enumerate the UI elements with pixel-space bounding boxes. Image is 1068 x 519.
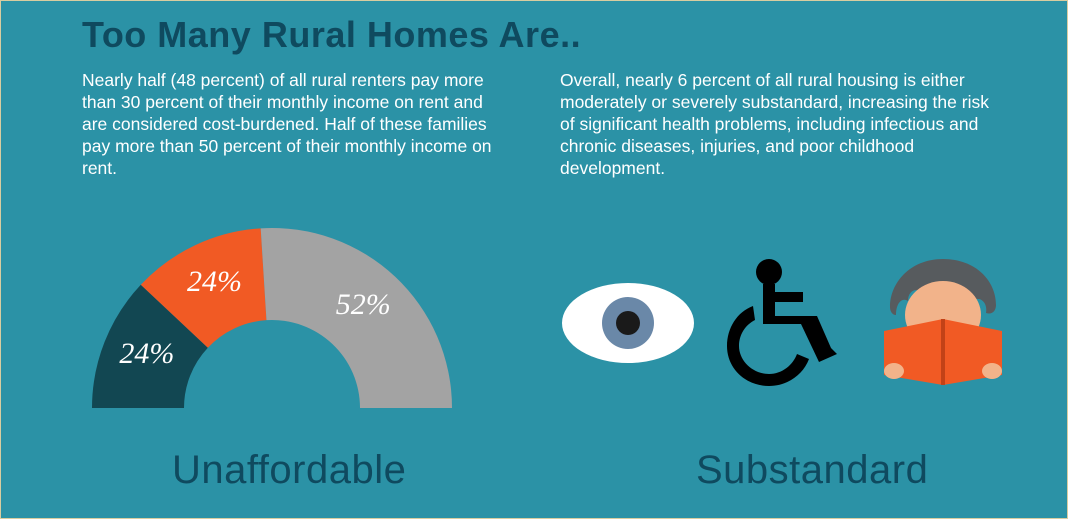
child-reading-icon: [868, 253, 1018, 393]
gauge-seg-0-label: 24%: [119, 337, 174, 371]
unaffordable-label: Unaffordable: [172, 448, 406, 493]
gauge-seg-2-label: 52%: [336, 288, 391, 322]
unaffordable-description: Nearly half (48 percent) of all rural re…: [82, 70, 512, 179]
page-title: Too Many Rural Homes Are..: [82, 14, 581, 56]
gauge-svg: [82, 198, 462, 418]
eye-icon: [558, 273, 698, 373]
unaffordable-gauge: 24% 24% 52%: [82, 198, 462, 418]
gauge-seg-1-label: 24%: [187, 265, 242, 299]
substandard-description: Overall, nearly 6 percent of all rural h…: [560, 70, 1000, 179]
wheelchair-icon: [723, 258, 843, 388]
substandard-icons: [558, 258, 1018, 388]
substandard-label: Substandard: [696, 448, 928, 493]
